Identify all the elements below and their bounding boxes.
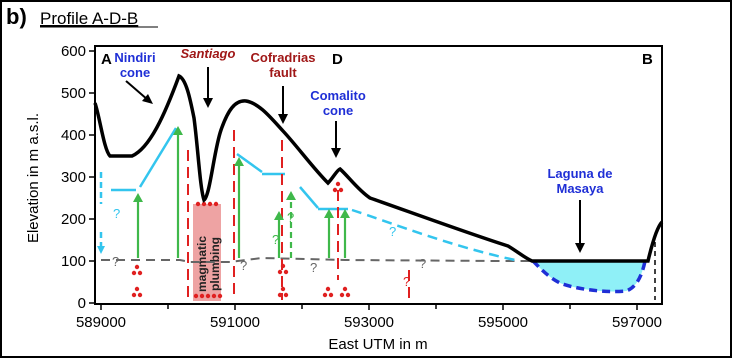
magmatic-plumbing-zone [193,204,221,301]
x-tick-label: 589000 [76,314,126,331]
uncertainty-mark: ? [240,258,247,273]
y-tick-label: 500 [61,85,86,102]
magmatic-plumbing-label: plumbing [208,237,222,291]
uncertainty-mark: ? [287,210,294,225]
uncertainty-mark: ? [310,260,317,275]
faults [187,130,410,302]
y-tick-label: 400 [61,127,86,144]
y-tick-label: 200 [61,211,86,228]
panel-letter: b) [6,4,27,29]
heat-source-dots [131,181,351,299]
comalito-cone-label: Comalito [310,88,366,103]
point-label-b: B [642,51,653,68]
arrowhead [97,246,105,254]
cofradrias-fault-label: Cofradrias [250,50,315,65]
pointer-arrows [125,67,581,245]
laguna-de-masaya-label: Laguna de [547,166,612,181]
x-tick-label: 597000 [612,314,662,331]
y-tick-label: 300 [61,169,86,186]
santiago-label: Santiago [181,46,236,61]
laguna-de-masaya-label: Masaya [557,181,605,196]
point-label-d: D [332,51,343,68]
lake-bottom-line [531,259,647,294]
uncertainty-mark: ? [403,274,410,289]
x-tick-label: 595000 [478,314,528,331]
uncertainty-mark: ? [272,232,279,247]
point-label-a: A [101,51,112,68]
profile-title: Profile A-D-B [40,9,138,28]
uncertainty-mark: ? [113,206,120,221]
y-tick-label: 600 [61,43,86,60]
y-tick-label: 0 [78,295,86,312]
y-axis [89,50,95,304]
y-axis-title: Elevation in m a.s.l. [25,113,42,243]
perched-groundwater-lines [99,127,516,262]
nindiri-cone-label: Nindiri [114,50,155,65]
y-tick-label: 100 [61,253,86,270]
nindiri-cone-label: cone [120,65,150,80]
upflow-arrowheads [133,126,350,220]
x-axis [100,304,638,310]
topography-profile [93,73,664,263]
upflow-arrows [136,133,347,258]
x-axis-title: East UTM in m [328,336,427,353]
comalito-cone-label: cone [323,103,353,118]
pointer-arrowheads [142,94,585,253]
magmatic-plumbing-label: magmatic [195,236,209,292]
uncertainty-mark: ? [112,254,119,269]
cofradrias-fault-label: fault [269,65,297,80]
x-tick-label: 593000 [344,314,394,331]
uncertainty-mark: ? [419,256,426,271]
uncertainty-mark: ? [389,224,396,239]
regional-groundwater-level [101,256,532,263]
x-tick-label: 591000 [210,314,260,331]
laguna-de-masaya-water [533,261,645,292]
